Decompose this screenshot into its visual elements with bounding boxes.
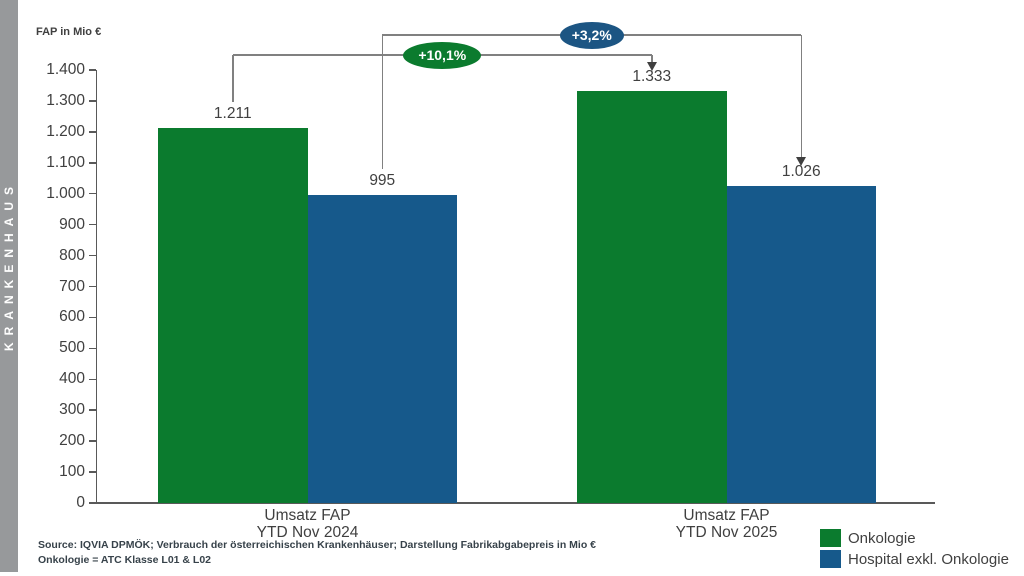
bar-hospital-2025: [726, 185, 876, 503]
y-tick-label: 600: [59, 308, 85, 326]
bracket-left-segment: [381, 35, 383, 170]
growth-badge-onkologie: +10,1%: [403, 41, 482, 69]
x-category-label-line: Umsatz FAP: [683, 507, 770, 524]
y-tick-mark: [89, 378, 96, 381]
y-tick-label: 300: [59, 401, 85, 419]
krankenhaus-side-banner: KRANKENHAUS: [0, 0, 18, 572]
bar-value-label: 1.026: [781, 162, 821, 180]
growth-badge-hospital: +3,2%: [559, 21, 624, 49]
bar-value-label: 1.211: [213, 105, 252, 123]
y-tick-label: 100: [59, 463, 85, 481]
bracket-left-segment: [232, 55, 234, 103]
y-tick-mark: [89, 192, 96, 195]
side-banner-vertical-label: KRANKENHAUS: [2, 180, 16, 352]
bar-value-label: 995: [369, 172, 396, 190]
y-tick-label: 400: [59, 370, 85, 388]
y-tick-label: 800: [59, 246, 85, 264]
x-category-label-line: YTD Nov 2024: [256, 524, 359, 541]
y-tick-mark: [89, 285, 96, 288]
y-tick-label: 700: [59, 277, 85, 295]
growth-arrow-head: [646, 61, 657, 71]
bracket-arrow-segment: [800, 35, 802, 158]
y-axis-line: [95, 70, 97, 503]
growth-arrow-head: [796, 156, 807, 166]
y-tick-mark: [89, 440, 96, 442]
x-axis-line: [89, 502, 935, 504]
y-tick-label: 1.000: [46, 184, 85, 202]
legend-swatch: [820, 550, 841, 568]
bar-onkologie-2024: [158, 128, 308, 503]
y-tick-label: 1.300: [46, 91, 85, 109]
x-category-label-line: Umsatz FAP: [264, 507, 351, 524]
bar-hospital-2024: [307, 195, 457, 503]
y-tick-mark: [89, 316, 96, 319]
bar-value-label: 1.333: [632, 67, 672, 85]
source-footnote: Source: IQVIA DPMÖK; Verbrauch der öster…: [38, 539, 597, 551]
legend-item: Onkologie: [820, 529, 1009, 547]
legend-label: Hospital exkl. Onkologie: [848, 550, 1009, 568]
y-tick-mark: [89, 347, 96, 350]
y-tick-mark: [89, 502, 96, 504]
y-tick-label: 1.200: [46, 122, 85, 140]
x-category-label-line: YTD Nov 2025: [675, 524, 778, 541]
y-tick-mark: [89, 223, 96, 226]
y-tick-mark: [89, 100, 96, 102]
y-tick-mark: [89, 162, 96, 164]
legend: Onkologie Hospital exkl. Onkologie: [820, 529, 1009, 571]
y-tick-mark: [89, 254, 96, 257]
y-tick-label: 0: [76, 494, 85, 511]
x-category-label: Umsatz FAP YTD Nov 2025: [617, 507, 837, 541]
y-tick-mark: [89, 69, 96, 71]
legend-item: Hospital exkl. Onkologie: [820, 550, 1009, 568]
y-tick-mark: [89, 131, 96, 133]
y-axis-title: FAP in Mio €: [36, 26, 102, 38]
legend-label: Onkologie: [848, 529, 916, 547]
bar-onkologie-2025: [577, 90, 727, 503]
legend-swatch: [820, 529, 841, 547]
y-tick-label: 1.100: [46, 153, 85, 171]
y-tick-label: 500: [59, 339, 85, 357]
y-tick-mark: [89, 471, 96, 473]
y-tick-label: 1.400: [46, 61, 85, 78]
y-tick-label: 200: [59, 432, 85, 450]
y-tick-mark: [89, 409, 96, 411]
definition-footnote: Onkologie = ATC Klasse L01 & L02: [38, 554, 212, 566]
bracket-arrow-segment: [651, 55, 653, 63]
y-tick-label: 900: [59, 215, 85, 233]
x-category-label: Umsatz FAP YTD Nov 2024: [198, 507, 418, 541]
